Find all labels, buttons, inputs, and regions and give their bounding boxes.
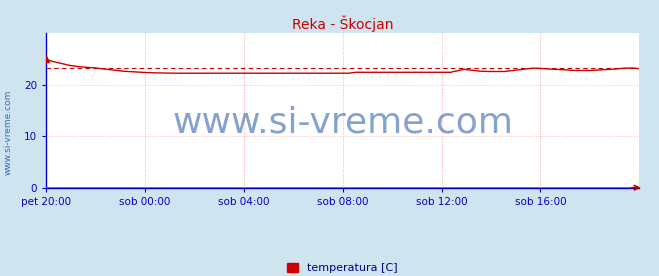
Text: www.si-vreme.com: www.si-vreme.com — [3, 90, 13, 175]
Text: www.si-vreme.com: www.si-vreme.com — [172, 106, 513, 140]
Legend: temperatura [C], pretok [m3/s]: temperatura [C], pretok [m3/s] — [283, 259, 403, 276]
Title: Reka - Škocjan: Reka - Škocjan — [292, 15, 393, 32]
